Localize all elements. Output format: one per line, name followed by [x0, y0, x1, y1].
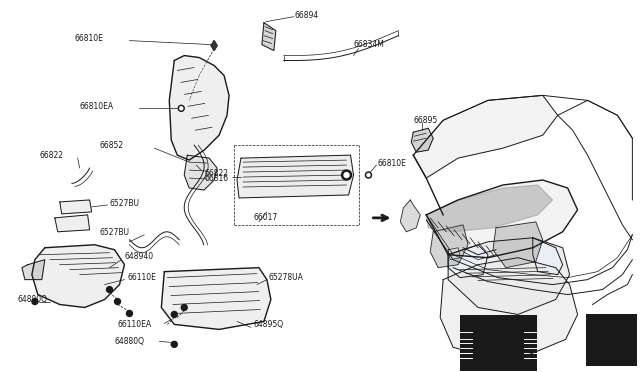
Polygon shape — [22, 260, 45, 280]
Text: 66895: 66895 — [413, 116, 438, 125]
Polygon shape — [426, 185, 553, 232]
Text: 64880Q: 64880Q — [18, 295, 48, 304]
Polygon shape — [55, 215, 90, 232]
Polygon shape — [262, 23, 276, 51]
Text: 6527BU: 6527BU — [100, 228, 129, 237]
Polygon shape — [448, 238, 570, 314]
Text: J660008E: J660008E — [588, 355, 630, 364]
Circle shape — [344, 173, 349, 177]
Circle shape — [365, 172, 371, 178]
Polygon shape — [237, 155, 353, 198]
Polygon shape — [170, 55, 229, 160]
Circle shape — [342, 170, 351, 180]
Polygon shape — [532, 238, 563, 275]
Text: 66852: 66852 — [100, 141, 124, 150]
Circle shape — [179, 105, 184, 111]
Polygon shape — [493, 222, 543, 268]
Text: 66834M: 66834M — [353, 40, 385, 49]
Polygon shape — [184, 155, 217, 190]
Polygon shape — [426, 180, 577, 258]
Polygon shape — [211, 41, 217, 51]
Text: 65278UA: 65278UA — [269, 273, 304, 282]
Polygon shape — [440, 258, 577, 357]
Text: 66810E: 66810E — [378, 158, 406, 168]
Text: 66110EA: 66110EA — [118, 320, 152, 329]
Circle shape — [181, 305, 188, 311]
Polygon shape — [448, 245, 488, 278]
Circle shape — [172, 311, 177, 317]
Polygon shape — [161, 268, 271, 329]
Circle shape — [365, 172, 371, 178]
Text: 66822: 66822 — [204, 169, 228, 177]
Circle shape — [180, 107, 183, 110]
Text: 64880Q: 64880Q — [115, 337, 145, 346]
Circle shape — [115, 299, 120, 305]
Text: 6527BU: 6527BU — [109, 199, 140, 208]
Text: 66810E: 66810E — [75, 34, 104, 43]
Text: 66110E: 66110E — [127, 273, 156, 282]
Text: 66816: 66816 — [204, 173, 228, 183]
Polygon shape — [413, 95, 557, 178]
Polygon shape — [430, 225, 468, 268]
Polygon shape — [401, 200, 420, 232]
Text: 66894: 66894 — [295, 11, 319, 20]
Circle shape — [127, 311, 132, 317]
Polygon shape — [60, 200, 92, 214]
Polygon shape — [448, 248, 460, 260]
Polygon shape — [412, 128, 433, 152]
Text: 64895Q: 64895Q — [254, 320, 284, 329]
Text: 648940: 648940 — [125, 252, 154, 261]
Circle shape — [172, 341, 177, 347]
Text: 66810EA: 66810EA — [79, 102, 114, 111]
Polygon shape — [32, 245, 125, 308]
Text: 66017: 66017 — [254, 214, 278, 222]
Circle shape — [32, 299, 38, 305]
Circle shape — [367, 174, 370, 177]
Circle shape — [342, 170, 351, 180]
Text: 66822: 66822 — [40, 151, 64, 160]
Circle shape — [106, 286, 113, 292]
